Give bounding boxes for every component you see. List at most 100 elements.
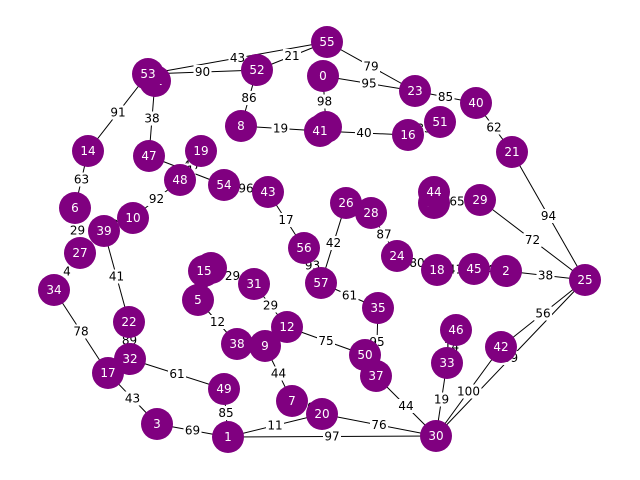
edge-label-52-53: 90 bbox=[193, 65, 212, 79]
edge-label-2-25: 38 bbox=[536, 268, 555, 283]
edge-label-background bbox=[539, 209, 558, 223]
edge-label-background bbox=[72, 172, 91, 187]
node-circle bbox=[399, 75, 431, 107]
node-56: 56 bbox=[288, 232, 320, 264]
node-circle bbox=[185, 135, 217, 167]
edge-label-0-36: 98 bbox=[315, 94, 334, 109]
node-label: 25 bbox=[577, 273, 592, 287]
node-label: 55 bbox=[319, 35, 334, 49]
node-19: 19 bbox=[185, 135, 217, 167]
edge-label-background bbox=[523, 233, 542, 247]
node-circle bbox=[307, 60, 339, 92]
node-label: 56 bbox=[296, 241, 311, 255]
node-label: 23 bbox=[407, 84, 422, 98]
edge-label-4-31: 29 bbox=[223, 269, 242, 283]
node-circle bbox=[424, 106, 456, 138]
node-circle bbox=[133, 140, 165, 172]
edge-weight-label: 65 bbox=[449, 195, 464, 209]
edge-label-17-3: 43 bbox=[123, 391, 142, 406]
edge-weight-label: 21 bbox=[284, 49, 299, 63]
edge-label-background bbox=[123, 391, 142, 406]
edge-weight-label: 100 bbox=[457, 385, 480, 399]
node-34: 34 bbox=[38, 274, 70, 306]
edge-label-9-7: 44 bbox=[269, 366, 288, 381]
edge-weight-label: 72 bbox=[525, 233, 540, 247]
edge-label-21-25: 94 bbox=[539, 209, 558, 223]
node-circle bbox=[431, 347, 463, 379]
node-circle bbox=[252, 176, 284, 208]
node-label: 47 bbox=[141, 149, 156, 163]
edge-label-32-49: 61 bbox=[168, 367, 186, 381]
edge-weight-label: 4 bbox=[486, 263, 494, 277]
nodes-layer: 0123456789101112131415161718192021222324… bbox=[38, 26, 601, 453]
node-label: 0 bbox=[319, 69, 327, 83]
node-47: 47 bbox=[133, 140, 165, 172]
edge-label-42-25: 56 bbox=[534, 306, 552, 321]
node-39: 39 bbox=[88, 215, 120, 247]
node-circle bbox=[238, 268, 270, 300]
node-circle bbox=[208, 373, 240, 405]
edge-label-20-30: 76 bbox=[370, 418, 388, 432]
edge-label-background bbox=[317, 334, 335, 348]
edge-weight-label: 4 bbox=[63, 265, 71, 279]
edge-weight-label: 87 bbox=[376, 228, 391, 242]
node-label: 44 bbox=[426, 185, 441, 199]
edge-weight-label: 86 bbox=[241, 91, 256, 105]
node-label: 18 bbox=[429, 263, 444, 277]
edge-label-background bbox=[340, 288, 359, 303]
edge-label-37-30: 44 bbox=[397, 399, 415, 413]
node-label: 15 bbox=[196, 264, 211, 278]
node-circle bbox=[208, 169, 240, 201]
node-label: 30 bbox=[428, 429, 443, 443]
edge-weight-label: 29 bbox=[225, 269, 240, 283]
node-48: 48 bbox=[164, 164, 196, 196]
edge-weight-label: 56 bbox=[535, 307, 550, 321]
edge-label-background bbox=[448, 194, 466, 209]
node-label: 19 bbox=[193, 144, 208, 158]
node-10: 10 bbox=[117, 202, 149, 234]
edge-label-45-2: 4 bbox=[485, 263, 495, 277]
node-circle bbox=[458, 253, 490, 285]
node-label: 10 bbox=[125, 211, 140, 225]
node-50: 50 bbox=[349, 339, 381, 371]
node-label: 42 bbox=[493, 340, 508, 354]
node-circle bbox=[349, 339, 381, 371]
edge-label-background bbox=[283, 49, 301, 63]
node-circle bbox=[225, 110, 257, 142]
edge-weight-label: 29 bbox=[70, 224, 85, 238]
edge-weight-label: 40 bbox=[356, 126, 371, 140]
node-label: 52 bbox=[249, 63, 264, 77]
node-label: 57 bbox=[313, 276, 328, 290]
edge-weight-label: 76 bbox=[371, 418, 386, 432]
node-circle bbox=[113, 306, 145, 338]
node-circle bbox=[64, 237, 96, 269]
edge-weight-label: 61 bbox=[342, 289, 357, 303]
edge-weight-label: 85 bbox=[218, 406, 233, 420]
node-label: 9 bbox=[261, 339, 269, 353]
edge-weight-label: 43 bbox=[230, 51, 245, 65]
node-circle bbox=[496, 136, 528, 168]
node-circle bbox=[141, 408, 173, 440]
edge-label-background bbox=[107, 269, 126, 284]
node-9: 9 bbox=[249, 330, 281, 362]
edge-weight-label: 92 bbox=[149, 192, 164, 206]
node-circle bbox=[241, 54, 273, 86]
node-circle bbox=[249, 330, 281, 362]
edge-weight-label: 42 bbox=[326, 236, 341, 250]
edge-label-background bbox=[534, 306, 552, 321]
node-52: 52 bbox=[241, 54, 273, 86]
edge-label-background bbox=[277, 213, 295, 227]
edge-weight-label: 78 bbox=[73, 325, 88, 339]
edge-label-background bbox=[228, 51, 247, 65]
edge-label-background bbox=[168, 367, 186, 381]
edge-weight-label: 69 bbox=[185, 424, 200, 438]
edge-weight-label: 44 bbox=[271, 367, 286, 381]
node-label: 50 bbox=[357, 348, 372, 362]
edge-label-40-21: 62 bbox=[485, 120, 503, 135]
node-label: 32 bbox=[122, 352, 137, 366]
edge-label-53-14: 91 bbox=[109, 105, 127, 120]
edge-label-background bbox=[72, 324, 90, 339]
node-label: 54 bbox=[216, 178, 231, 192]
edge-label-34-17: 78 bbox=[72, 324, 90, 339]
